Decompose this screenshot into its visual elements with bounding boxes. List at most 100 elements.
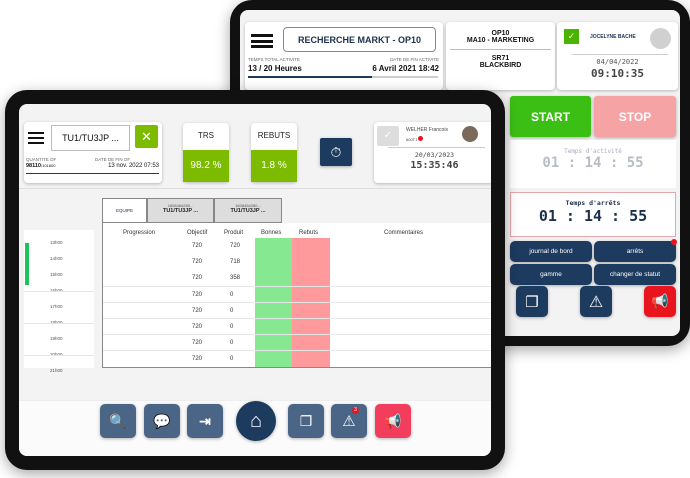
objectif-cell: 720: [192, 308, 203, 314]
objectif-cell: 720: [192, 259, 203, 265]
produit-cell: 718: [230, 259, 241, 265]
objectif-cell: 720: [192, 275, 203, 281]
rebuts-card: REBUTS 1.8 %: [251, 123, 297, 182]
front-tablet: TU1/TU3JP ... ✕ QUANTITE OF 98110/101800…: [5, 90, 505, 470]
avatar[interactable]: [650, 28, 671, 49]
end-icon[interactable]: ⇥: [187, 404, 223, 438]
end-date-label: DATE DE FIN OF: [95, 157, 131, 162]
date: 20/03/2023: [414, 151, 455, 159]
logbook-button[interactable]: journal de bord: [510, 241, 592, 262]
user-card: ✓ JOCELYNE BACHE 04/04/2022 09:10:35: [557, 22, 678, 90]
stops-button[interactable]: arrêts: [594, 241, 676, 262]
machine-label: BLACKBIRD: [479, 62, 522, 69]
order-card: RECHERCHE MARKT - OP10 TEMPS TOTAL ACTIV…: [245, 22, 443, 90]
operation-card: OP10 MA10 - MARKETING SR71 BLACKBIRD: [446, 22, 555, 90]
hour-label: 20h00: [50, 352, 63, 357]
ma-label: MA10 - MARKETING: [466, 37, 535, 44]
hour-label: 19h00: [50, 336, 63, 341]
clock: 09:10:35: [591, 67, 644, 80]
tab-order-1[interactable]: 1608464280... TU1/TU3JP ...: [147, 198, 214, 223]
routing-button[interactable]: gamme: [510, 264, 592, 285]
hour-divider: [24, 291, 94, 292]
warning-icon[interactable]: ⚠: [580, 286, 612, 317]
tools-icon[interactable]: ✕: [135, 125, 158, 148]
table-row[interactable]: 720 0: [103, 350, 491, 366]
produit-cell: 0: [230, 308, 234, 314]
table-row[interactable]: 720 720: [103, 238, 491, 254]
stops-box: Temps d'arrêts 01 : 14 : 55: [510, 192, 676, 237]
stops-label: Temps d'arrêts: [565, 199, 621, 207]
hour-timeline: 13h00 14h00 15h00 16h00 17h00 18h00 19h00 20h00…: [24, 230, 94, 373]
hamburger-icon[interactable]: [251, 34, 273, 48]
date: 04/04/2022: [596, 58, 639, 66]
documents-icon[interactable]: ❐: [288, 404, 324, 438]
start-button[interactable]: START: [510, 96, 591, 137]
hour-label: 14h00: [50, 256, 63, 261]
objectif-cell: 720: [192, 356, 203, 362]
tab-order-2[interactable]: 1608464280... TU1/TU3JP ...: [214, 198, 282, 223]
table-header: Progression Objectif Produit Bonnes Rebuts Co…: [123, 230, 424, 236]
objectif-cell: 720: [192, 243, 203, 249]
activity-progress-bar: [248, 76, 438, 78]
qty-label: QUANTITE OF: [26, 157, 57, 162]
hour-label: 15h00: [50, 272, 63, 277]
avatar[interactable]: [462, 126, 478, 142]
produit-cell: 0: [230, 340, 234, 346]
hour-label: 16h00: [50, 288, 63, 293]
trs-card: TRS 98.2 %: [183, 123, 229, 182]
activity-label: Temps d'activité: [564, 148, 622, 155]
total-activity-label: TEMPS TOTAL ACTIVITE: [248, 57, 300, 62]
stops-timer: 01 : 14 : 55: [538, 207, 648, 225]
hour-label: 13h00: [50, 240, 63, 245]
rebuts-value: 1.8 %: [251, 150, 297, 182]
checklist-icon[interactable]: ✓: [377, 126, 399, 146]
table-row[interactable]: 720 0: [103, 318, 491, 334]
end-date-value: 6 Avril 2021 18:42: [372, 64, 439, 73]
home-icon[interactable]: ⌂: [236, 401, 276, 441]
clock: 15:35:46: [410, 160, 459, 171]
front-screen: TU1/TU3JP ... ✕ QUANTITE OF 98110/101800…: [19, 104, 491, 456]
production-table: Progression Objectif Produit Bonnes Rebuts Co…: [102, 223, 491, 368]
user-name: WELHER Francois: [406, 127, 448, 133]
table-row[interactable]: 720 0: [103, 334, 491, 350]
stop-button[interactable]: STOP: [594, 96, 676, 137]
produit-cell: 0: [230, 324, 234, 330]
hamburger-icon[interactable]: [28, 132, 44, 144]
order-button[interactable]: TU1/TU3JP ...: [51, 125, 130, 151]
produit-cell: 0: [230, 356, 234, 362]
inspection-icon[interactable]: 🔍: [100, 404, 136, 438]
tab-equipe[interactable]: EQUIPE: [102, 198, 147, 223]
table-row[interactable]: 720 0: [103, 302, 491, 318]
table-row[interactable]: 720 358: [103, 270, 491, 286]
objectif-cell: 720: [192, 324, 203, 330]
documents-icon[interactable]: ❐: [516, 286, 548, 317]
stops-badge: [671, 239, 677, 245]
checklist-icon[interactable]: ✓: [564, 29, 579, 44]
produit-cell: 0: [230, 292, 234, 298]
timeline-progress: [25, 243, 29, 285]
user-card: ✓ WELHER Francois 600T1 20/03/2023 15:35…: [374, 122, 491, 183]
produit-cell: 358: [230, 275, 241, 281]
hour-divider: [24, 323, 94, 324]
alert-badge: 3: [352, 407, 359, 414]
megaphone-icon[interactable]: 📢: [375, 404, 411, 438]
trs-label: TRS: [198, 131, 214, 140]
objectif-cell: 720: [192, 292, 203, 298]
user-code: 600T1: [406, 136, 424, 142]
table-row[interactable]: 720 0: [103, 286, 491, 302]
comments-icon[interactable]: 💬: [144, 404, 180, 438]
order-card: TU1/TU3JP ... ✕ QUANTITE OF 98110/101800…: [24, 122, 162, 183]
total-activity-value: 13 / 20 Heures: [248, 64, 302, 73]
status-dot: [418, 136, 424, 141]
stopwatch-icon[interactable]: ⏱: [320, 138, 352, 166]
hour-label: 21h00: [50, 368, 63, 373]
hour-divider: [24, 355, 94, 356]
order-button[interactable]: RECHERCHE MARKT - OP10: [283, 27, 436, 52]
warning-icon[interactable]: ⚠: [331, 404, 367, 438]
change-status-button[interactable]: changer de statut: [594, 264, 676, 285]
activity-timer: 01 : 14 : 55: [542, 155, 644, 171]
table-row[interactable]: 720 718: [103, 254, 491, 270]
megaphone-icon[interactable]: 📢: [644, 286, 676, 317]
objectif-cell: 720: [192, 340, 203, 346]
rebuts-label: REBUTS: [257, 131, 291, 140]
